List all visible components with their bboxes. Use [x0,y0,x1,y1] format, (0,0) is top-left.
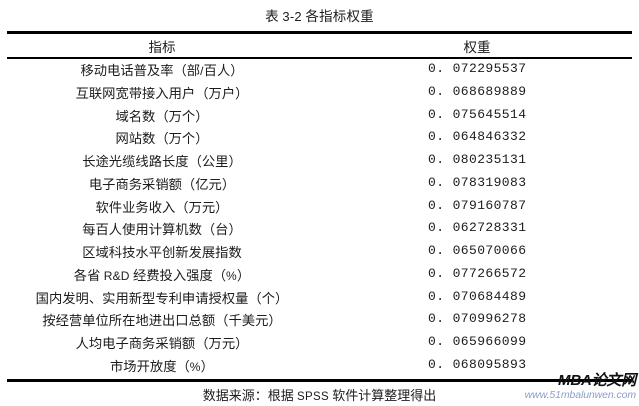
weight-value: 0. 068689889 [428,83,527,99]
indicator-label: 区域科技水平创新发展指数 [82,245,242,260]
table-row: 人均电子商务采销额（万元） 0. 065966099 [7,332,632,355]
indicator-label: 每百人使用计算机数（台） [82,222,242,238]
table-row: 每百人使用计算机数（台） 0. 062728331 [7,218,632,241]
weight-value: 0. 075645514 [428,106,527,122]
weight-value: 0. 064846332 [428,129,527,145]
indicator-label: 互联网宽带接入用户（万户） [75,85,249,101]
table-header-rule [7,57,632,59]
weight-value: 0. 068095893 [428,356,527,372]
weight-value: 0. 065966099 [428,334,527,349]
weight-value: 0. 070996278 [428,311,527,327]
indicator-label: 域名数（万个） [115,108,209,124]
indicator-label: 人均电子商务采销额（万元） [75,336,249,351]
table-row: 各省 R&D 经费投入强度（%） 0. 077266572 [7,264,632,287]
indicator-label: 按经营单位所在地进出口总额（千美元） [42,313,282,329]
table-row: 网站数（万个） 0. 064846332 [7,127,632,150]
weight-value: 0. 078319083 [428,174,527,190]
indicator-label: 市场开放度（%） [110,358,214,374]
table-body: 移动电话普及率（部/百人） 0. 072295537 互联网宽带接入用户（万户） 0.… [7,59,632,378]
indicator-label: 移动电话普及率（部/百人） [80,63,244,78]
watermark: MBA论文网 www.51mbalunwen.com [524,372,637,401]
indicator-label: 国内发明、实用新型专利申请授权量（个） [35,290,289,306]
indicator-label: 各省 R&D 经费投入强度（%） [73,267,251,283]
indicator-label: 网站数（万个） [115,131,209,147]
table-row: 按经营单位所在地进出口总额（千美元） 0. 070996278 [7,309,632,332]
indicator-label: 长途光缆线路长度（公里） [82,154,242,169]
weight-value: 0. 070684489 [428,288,527,304]
indicator-label: 电子商务采销额（亿元） [88,176,236,192]
column-header-indicator: 指标 [148,40,176,55]
table-row: 区域科技水平创新发展指数 0. 065070066 [7,241,632,264]
weight-value: 0. 077266572 [428,265,527,281]
page-title: 表 3-2 各指标权重 [265,9,374,24]
table-row: 域名数（万个） 0. 075645514 [7,105,632,128]
weight-value: 0. 080235131 [428,152,527,167]
watermark-logo: MBA论文网 [558,372,636,389]
table-row: 互联网宽带接入用户（万户） 0. 068689889 [7,82,632,105]
table-header-row: 指标 权重 [7,36,632,57]
table-row: 国内发明、实用新型专利申请授权量（个） 0. 070684489 [7,287,632,310]
table-row: 软件业务收入（万元） 0. 079160787 [7,196,632,219]
watermark-url: www.51mbalunwen.com [524,388,636,401]
table-row: 长途光缆线路长度（公里） 0. 080235131 [7,150,632,173]
weight-value: 0. 079160787 [428,197,527,213]
indicator-label: 软件业务收入（万元） [95,199,229,215]
column-header-weight: 权重 [463,40,491,55]
table-source-note: 数据来源：根据 SPSS 软件计算整理得出 [202,388,437,403]
table-row: 电子商务采销额（亿元） 0. 078319083 [7,173,632,196]
weight-value: 0. 072295537 [428,61,527,76]
table-top-rule [7,31,632,34]
weight-value: 0. 065070066 [428,243,527,258]
table-row: 市场开放度（%） 0. 068095893 [7,355,632,378]
table-bottom-rule [7,379,632,382]
weight-value: 0. 062728331 [428,220,527,236]
table-row: 移动电话普及率（部/百人） 0. 072295537 [7,59,632,82]
